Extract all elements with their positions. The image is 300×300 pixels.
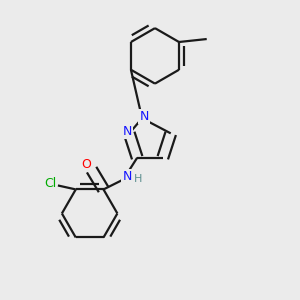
Text: N: N: [140, 110, 149, 123]
Text: Cl: Cl: [44, 177, 56, 190]
Text: N: N: [123, 170, 132, 183]
Text: O: O: [82, 158, 92, 171]
Text: H: H: [134, 173, 142, 184]
Text: N: N: [123, 125, 132, 138]
